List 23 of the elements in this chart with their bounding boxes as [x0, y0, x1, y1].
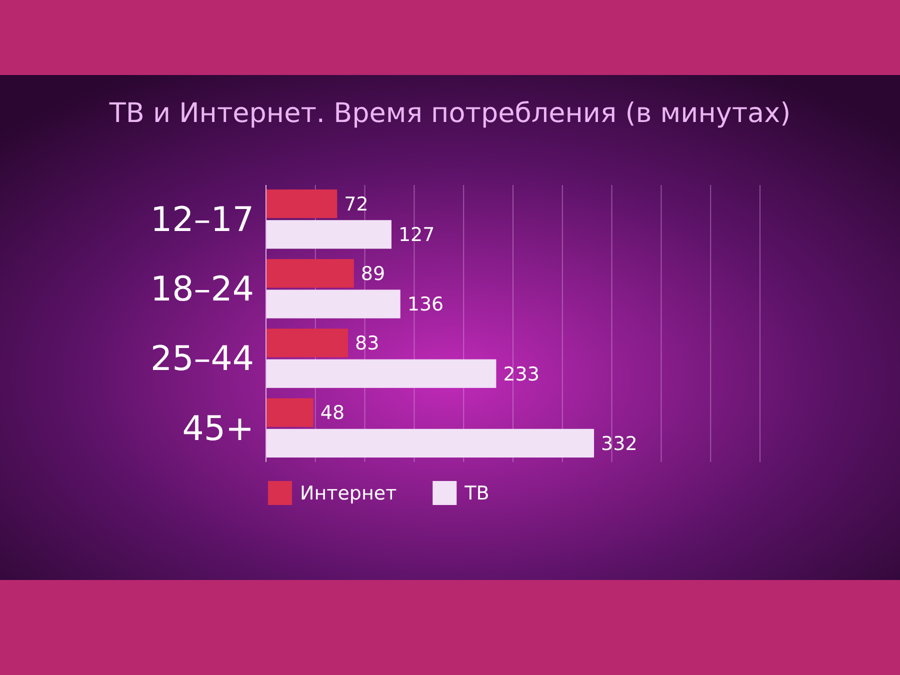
bar — [266, 259, 354, 288]
data-label: 48 — [320, 402, 345, 424]
y-tick-label: 25–44 — [150, 339, 254, 380]
bar — [266, 428, 594, 458]
bar — [266, 359, 496, 388]
data-label: 136 — [407, 294, 444, 316]
bar — [266, 220, 392, 249]
bar — [266, 290, 400, 318]
data-label: 332 — [601, 432, 638, 455]
data-label: 233 — [503, 363, 540, 386]
data-label: 127 — [398, 224, 435, 246]
data-label: 89 — [360, 263, 386, 286]
data-label: 72 — [344, 193, 368, 216]
bar — [266, 189, 338, 218]
bar — [266, 328, 348, 358]
chart-title: ТВ и Интернет. Время потребления (в минутах) — [108, 98, 791, 129]
legend-label: ТВ — [464, 482, 490, 505]
y-tick-label: 45+ — [182, 408, 254, 449]
y-tick-label: 18–24 — [150, 270, 254, 310]
bar — [266, 398, 314, 427]
data-label: 83 — [355, 332, 380, 355]
legend-label: Интернет — [300, 482, 397, 505]
y-tick-label: 12–17 — [150, 200, 254, 240]
